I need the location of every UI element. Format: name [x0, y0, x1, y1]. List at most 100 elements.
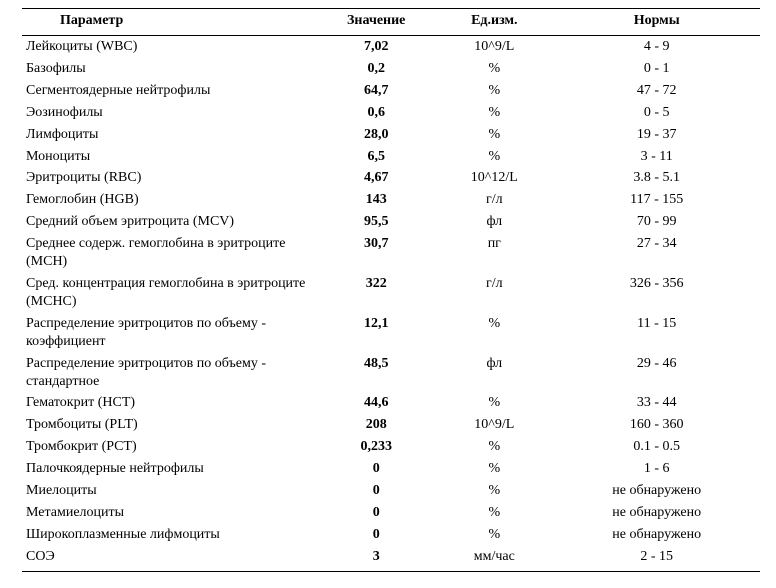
table-row: Широкоплазменные лифмоциты0%не обнаружен…	[22, 524, 760, 546]
cell-unit: фл	[435, 211, 553, 233]
cell-value: 0	[317, 524, 435, 546]
cell-norm: 3 - 11	[553, 146, 760, 168]
cell-param: Палочкоядерные нейтрофилы	[22, 458, 317, 480]
cell-norm: 70 - 99	[553, 211, 760, 233]
cell-unit: фл	[435, 353, 553, 393]
cell-value: 44,6	[317, 392, 435, 414]
cell-value: 30,7	[317, 233, 435, 273]
table-row: Палочкоядерные нейтрофилы0%1 - 6	[22, 458, 760, 480]
lab-results-table: Параметр Значение Ед.изм. Нормы Лейкоцит…	[0, 0, 776, 588]
cell-unit: %	[435, 146, 553, 168]
header-value: Значение	[317, 9, 435, 36]
cell-norm: 29 - 46	[553, 353, 760, 393]
cell-param: СОЭ	[22, 546, 317, 571]
cell-unit: %	[435, 480, 553, 502]
table-row: Базофилы0,2%0 - 1	[22, 58, 760, 80]
cell-param: Гемоглобин (HGB)	[22, 189, 317, 211]
cell-param: Сред. концентрация гемоглобина в эритроц…	[22, 273, 317, 313]
cell-norm: 33 - 44	[553, 392, 760, 414]
cell-unit: пг	[435, 233, 553, 273]
table-row: СОЭ3мм/час2 - 15	[22, 546, 760, 571]
cell-norm: 3.8 - 5.1	[553, 167, 760, 189]
cell-unit: %	[435, 58, 553, 80]
cell-param: Базофилы	[22, 58, 317, 80]
cell-unit: %	[435, 502, 553, 524]
cell-param: Лимфоциты	[22, 124, 317, 146]
cell-param: Сегментоядерные нейтрофилы	[22, 80, 317, 102]
cell-param: Тромбоциты (PLT)	[22, 414, 317, 436]
table-row: Гематокрит (HCT)44,6%33 - 44	[22, 392, 760, 414]
table-row: Гемоглобин (HGB)143г/л117 - 155	[22, 189, 760, 211]
results-table: Параметр Значение Ед.изм. Нормы Лейкоцит…	[22, 8, 760, 572]
cell-norm: 117 - 155	[553, 189, 760, 211]
cell-value: 12,1	[317, 313, 435, 353]
cell-unit: 10^9/L	[435, 36, 553, 58]
cell-param: Распределение эритроцитов по объему - ст…	[22, 353, 317, 393]
table-row: Среднее содерж. гемоглобина в эритроците…	[22, 233, 760, 273]
cell-unit: %	[435, 313, 553, 353]
cell-unit: %	[435, 392, 553, 414]
cell-norm: 11 - 15	[553, 313, 760, 353]
cell-unit: %	[435, 524, 553, 546]
cell-unit: 10^9/L	[435, 414, 553, 436]
cell-unit: %	[435, 124, 553, 146]
cell-value: 64,7	[317, 80, 435, 102]
cell-norm: 1 - 6	[553, 458, 760, 480]
cell-param: Средний объем эритроцита (MCV)	[22, 211, 317, 233]
cell-param: Тромбокрит (PCT)	[22, 436, 317, 458]
cell-norm: 19 - 37	[553, 124, 760, 146]
cell-value: 0	[317, 480, 435, 502]
cell-unit: %	[435, 80, 553, 102]
cell-norm: 326 - 356	[553, 273, 760, 313]
cell-norm: 47 - 72	[553, 80, 760, 102]
table-row: Сред. концентрация гемоглобина в эритроц…	[22, 273, 760, 313]
header-unit: Ед.изм.	[435, 9, 553, 36]
cell-norm: не обнаружено	[553, 524, 760, 546]
table-row: Эозинофилы0,6%0 - 5	[22, 102, 760, 124]
cell-unit: г/л	[435, 273, 553, 313]
cell-value: 4,67	[317, 167, 435, 189]
cell-norm: 4 - 9	[553, 36, 760, 58]
table-row: Эритроциты (RBC)4,6710^12/L3.8 - 5.1	[22, 167, 760, 189]
cell-value: 95,5	[317, 211, 435, 233]
cell-value: 28,0	[317, 124, 435, 146]
cell-param: Миелоциты	[22, 480, 317, 502]
cell-unit: %	[435, 436, 553, 458]
cell-unit: %	[435, 458, 553, 480]
cell-value: 0	[317, 502, 435, 524]
table-row: Тромбокрит (PCT)0,233%0.1 - 0.5	[22, 436, 760, 458]
cell-norm: 2 - 15	[553, 546, 760, 571]
cell-norm: 0.1 - 0.5	[553, 436, 760, 458]
table-body: Лейкоциты (WBC)7,0210^9/L4 - 9Базофилы0,…	[22, 36, 760, 572]
cell-value: 3	[317, 546, 435, 571]
cell-value: 208	[317, 414, 435, 436]
cell-value: 7,02	[317, 36, 435, 58]
cell-value: 48,5	[317, 353, 435, 393]
cell-norm: 160 - 360	[553, 414, 760, 436]
header-param: Параметр	[22, 9, 317, 36]
table-row: Средний объем эритроцита (MCV)95,5фл70 -…	[22, 211, 760, 233]
cell-value: 0,6	[317, 102, 435, 124]
table-row: Распределение эритроцитов по объему - ст…	[22, 353, 760, 393]
cell-param: Лейкоциты (WBC)	[22, 36, 317, 58]
cell-value: 322	[317, 273, 435, 313]
cell-unit: мм/час	[435, 546, 553, 571]
cell-param: Широкоплазменные лифмоциты	[22, 524, 317, 546]
cell-value: 0,233	[317, 436, 435, 458]
cell-param: Эритроциты (RBC)	[22, 167, 317, 189]
table-row: Моноциты6,5%3 - 11	[22, 146, 760, 168]
table-row: Распределение эритроцитов по объему - ко…	[22, 313, 760, 353]
cell-unit: 10^12/L	[435, 167, 553, 189]
cell-param: Метамиелоциты	[22, 502, 317, 524]
table-row: Метамиелоциты0%не обнаружено	[22, 502, 760, 524]
table-row: Миелоциты0%не обнаружено	[22, 480, 760, 502]
cell-unit: г/л	[435, 189, 553, 211]
cell-norm: 27 - 34	[553, 233, 760, 273]
cell-value: 6,5	[317, 146, 435, 168]
cell-norm: не обнаружено	[553, 480, 760, 502]
cell-param: Распределение эритроцитов по объему - ко…	[22, 313, 317, 353]
cell-value: 0	[317, 458, 435, 480]
cell-unit: %	[435, 102, 553, 124]
table-row: Сегментоядерные нейтрофилы64,7%47 - 72	[22, 80, 760, 102]
table-row: Тромбоциты (PLT)20810^9/L160 - 360	[22, 414, 760, 436]
